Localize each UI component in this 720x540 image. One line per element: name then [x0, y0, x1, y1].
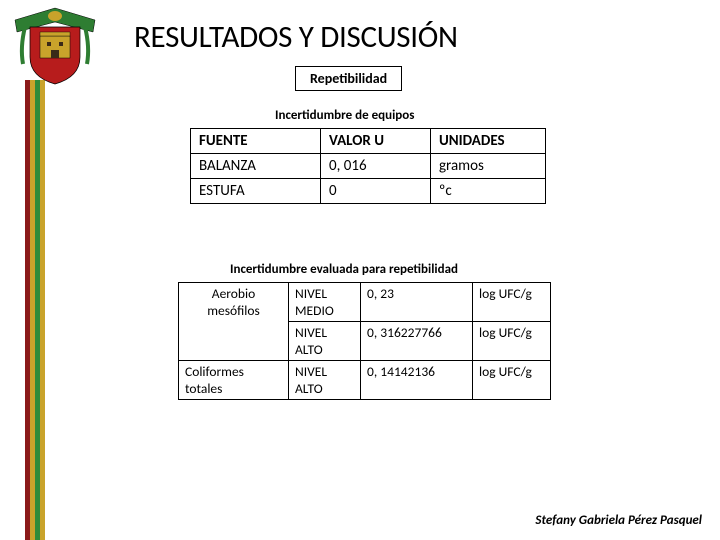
td-val: 0, 14142136 [361, 361, 473, 400]
subhead-repetibilidad: Incertidumbre evaluada para repetibilida… [230, 262, 458, 277]
table-row: ESTUFA 0 ºc [191, 179, 546, 204]
th-unidades: UNIDADES [431, 129, 546, 154]
td-valor: 0 [321, 179, 431, 204]
box-label: Repetibilidad [295, 66, 402, 91]
subhead-equipos: Incertidumbre de equipos [275, 108, 414, 123]
th-valoru: VALOR U [321, 129, 431, 154]
table-equipos: FUENTE VALOR U UNIDADES BALANZA 0, 016 g… [190, 128, 546, 204]
table-row: Coliformes totales NIVEL ALTO 0, 1414213… [179, 361, 551, 400]
table-row: FUENTE VALOR U UNIDADES [191, 129, 546, 154]
crest-logo [5, 2, 105, 92]
page-title: RESULTADOS Y DISCUSIÓN [134, 18, 458, 56]
stripe-bar [40, 80, 45, 540]
td-valor: 0, 016 [321, 154, 431, 179]
th-fuente: FUENTE [191, 129, 321, 154]
td-nivel: NIVEL ALTO [289, 322, 361, 361]
td-unid: ºc [431, 179, 546, 204]
table-row: BALANZA 0, 016 gramos [191, 154, 546, 179]
side-stripe [25, 80, 45, 540]
td-val: 0, 316227766 [361, 322, 473, 361]
footer-author: Stefany Gabriela Pérez Pasquel [535, 513, 702, 528]
table-repetibilidad: Aerobio mesófilos NIVEL MEDIO 0, 23 log … [178, 282, 551, 400]
td-unid: gramos [431, 154, 546, 179]
td-ensayo: Aerobio mesófilos [179, 283, 289, 361]
td-fuente: ESTUFA [191, 179, 321, 204]
td-unit: log UFC/g [473, 361, 551, 400]
td-nivel: NIVEL MEDIO [289, 283, 361, 322]
table-row: Aerobio mesófilos NIVEL MEDIO 0, 23 log … [179, 283, 551, 322]
td-fuente: BALANZA [191, 154, 321, 179]
td-val: 0, 23 [361, 283, 473, 322]
td-unit: log UFC/g [473, 283, 551, 322]
td-unit: log UFC/g [473, 322, 551, 361]
td-nivel: NIVEL ALTO [289, 361, 361, 400]
td-ensayo: Coliformes totales [179, 361, 289, 400]
